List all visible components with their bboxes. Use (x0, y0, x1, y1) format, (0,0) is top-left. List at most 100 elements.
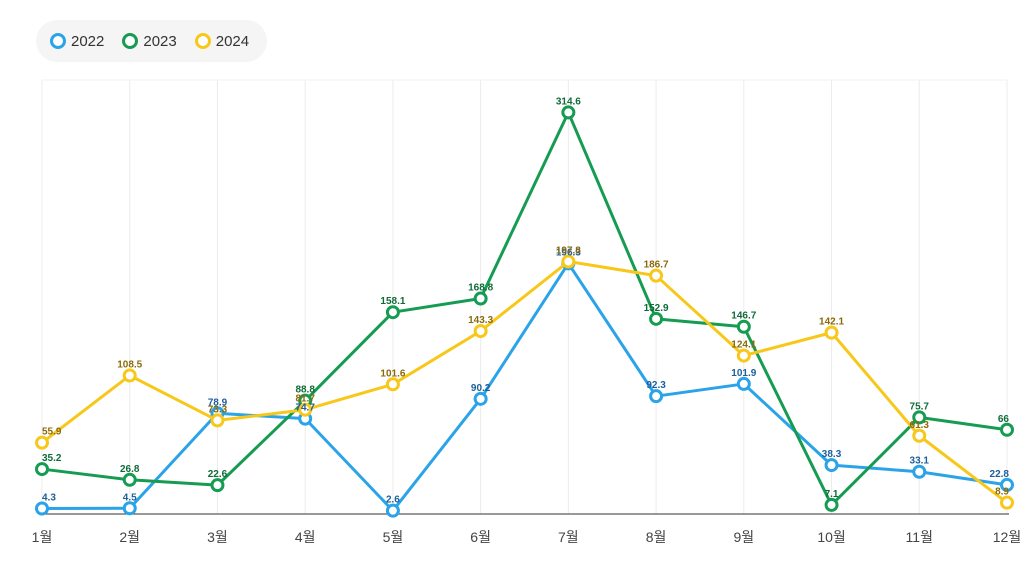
data-point[interactable] (824, 497, 839, 512)
data-label: 22.6 (208, 469, 228, 480)
data-label: 22.8 (990, 469, 1010, 480)
x-tick-label: 7월 (558, 529, 579, 545)
data-label: 92.3 (646, 380, 666, 391)
data-point[interactable] (824, 325, 839, 340)
data-point[interactable] (649, 389, 664, 404)
data-point[interactable] (1000, 495, 1014, 510)
series-group (35, 105, 1014, 518)
data-label: 168.8 (468, 283, 493, 294)
data-point[interactable] (561, 105, 576, 120)
data-label: 2.6 (386, 495, 400, 506)
data-point[interactable] (473, 324, 488, 339)
data-point[interactable] (912, 464, 927, 479)
data-label: 8.9 (995, 487, 1009, 498)
data-point[interactable] (736, 376, 751, 391)
data-label: 158.1 (380, 296, 405, 307)
data-label: 314.6 (556, 96, 581, 107)
data-label: 61.3 (910, 420, 930, 431)
series-line-2022 (40, 261, 1009, 513)
data-point[interactable] (824, 458, 839, 473)
data-label: 108.5 (117, 360, 142, 371)
legend-marker-2024-icon (194, 33, 211, 49)
legend-label-2022: 2022 (71, 32, 105, 50)
x-tick-label: 12월 (993, 529, 1021, 545)
data-label: 35.2 (42, 453, 62, 464)
legend: 2022 2023 2024 (36, 20, 268, 62)
data-point[interactable] (35, 435, 49, 450)
data-label: 146.7 (731, 311, 756, 322)
series-line-2023 (40, 110, 1009, 507)
data-label: 186.7 (644, 260, 669, 271)
data-label: 101.6 (380, 368, 405, 379)
data-point[interactable] (35, 501, 49, 516)
data-label: 124.1 (731, 340, 756, 351)
data-point[interactable] (122, 501, 137, 516)
legend-marker-2022-icon (50, 33, 66, 49)
data-label: 4.5 (123, 492, 137, 503)
data-label: 101.9 (731, 368, 756, 379)
data-point[interactable] (561, 254, 576, 269)
x-tick-label: 2월 (119, 529, 140, 545)
data-label: 26.8 (120, 464, 140, 475)
legend-item-2024[interactable]: 2024 (194, 32, 250, 50)
data-label: 81.7 (295, 394, 315, 405)
data-labels: 4.3 4.5 78.9 74.7 2.6 90.2 196.3 92.3 101.9 38.3 3… (42, 96, 1009, 505)
data-label: 143.3 (468, 315, 493, 326)
x-tick-label: 3월 (207, 529, 228, 545)
data-point[interactable] (35, 462, 49, 477)
data-label: 197.8 (556, 246, 581, 257)
x-tick-label: 4월 (295, 529, 316, 545)
data-point[interactable] (385, 503, 400, 518)
data-point[interactable] (122, 368, 137, 383)
data-label: 78.9 (208, 397, 228, 408)
legend-label-2023: 2023 (143, 32, 177, 50)
legend-label-2024: 2024 (215, 32, 250, 50)
data-label: 4.3 (42, 493, 56, 504)
x-tick-label: 11월 (906, 529, 933, 545)
x-tick-label: 6월 (470, 529, 491, 545)
data-point[interactable] (1000, 422, 1014, 437)
data-point[interactable] (385, 305, 400, 320)
data-point[interactable] (473, 391, 488, 406)
x-tick-label: 8월 (646, 529, 667, 545)
series-2023 (35, 105, 1014, 512)
data-label: 55.9 (42, 427, 62, 438)
data-point[interactable] (473, 291, 488, 306)
data-point[interactable] (912, 428, 927, 443)
data-point[interactable] (736, 348, 751, 363)
data-point[interactable] (649, 268, 664, 283)
x-tick-label: 10월 (817, 529, 845, 545)
data-label: 73.3 (208, 404, 228, 415)
data-label: 7.1 (825, 489, 839, 500)
grid-lines (41, 79, 1008, 514)
data-label: 38.3 (822, 449, 842, 460)
data-label: 33.1 (910, 456, 930, 467)
data-label: 90.2 (471, 383, 491, 394)
data-point[interactable] (298, 402, 313, 417)
legend-item-2022[interactable]: 2022 (50, 33, 104, 50)
legend-item-2023[interactable]: 2023 (122, 32, 177, 50)
x-tick-label: 5월 (383, 529, 404, 545)
data-point[interactable] (1000, 477, 1014, 492)
legend-marker-2023-icon (122, 33, 139, 49)
data-point[interactable] (912, 410, 927, 425)
data-point[interactable] (210, 413, 225, 428)
series-line-2024 (40, 260, 1009, 505)
x-axis: 1월 2월 3월 4월 5월 6월 7월 8월 9월 10월 11월 12월 (32, 513, 1021, 545)
data-label: 74.7 (295, 403, 315, 414)
data-label: 152.9 (644, 303, 669, 314)
data-point[interactable] (210, 478, 225, 493)
data-point[interactable] (385, 377, 400, 392)
data-point[interactable] (122, 472, 137, 487)
series-2024 (35, 254, 1014, 510)
data-label: 196.3 (556, 247, 581, 258)
data-point[interactable] (736, 319, 751, 334)
data-point[interactable] (649, 311, 664, 326)
x-tick-label: 1월 (32, 529, 53, 545)
data-label: 88.8 (295, 385, 315, 396)
data-label: 75.7 (910, 401, 930, 412)
data-label: 142.1 (819, 317, 844, 328)
x-tick-label: 9월 (733, 529, 754, 545)
